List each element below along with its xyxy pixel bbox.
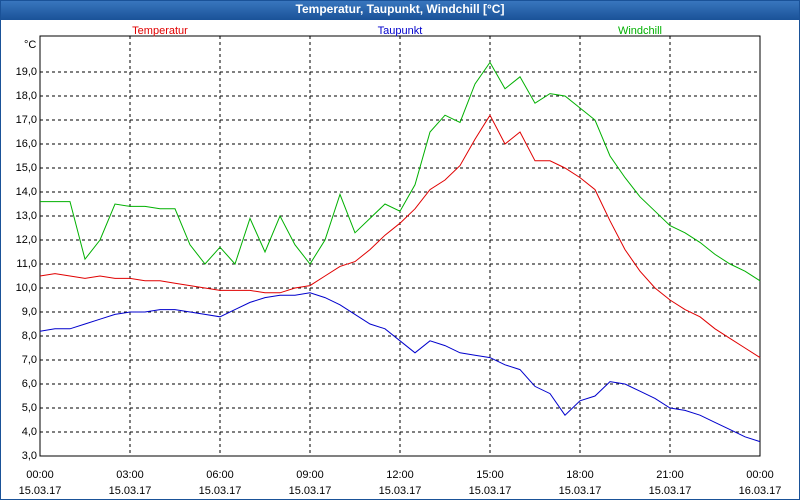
x-tick-label: 21:00 [656, 469, 684, 481]
plot-frame [39, 35, 761, 457]
y-tick-label: 5,0 [22, 402, 37, 414]
x-tick-label: 00:00 [746, 469, 774, 481]
legend-label: Temperatur [132, 25, 188, 37]
y-tick-label: 4,0 [22, 426, 37, 438]
x-tick-date: 16.03.17 [739, 485, 782, 497]
y-tick-label: 6,0 [22, 378, 37, 390]
chart-title: Temperatur, Taupunkt, Windchill [°C] [296, 2, 505, 16]
y-tick-label: 15,0 [16, 162, 37, 174]
y-tick-label: 7,0 [22, 354, 37, 366]
y-tick-label: 10,0 [16, 282, 37, 294]
x-tick-label: 12:00 [386, 469, 414, 481]
x-tick-date: 15.03.17 [379, 485, 422, 497]
y-tick-label: 19,0 [16, 66, 37, 78]
y-tick-label: 8,0 [22, 330, 37, 342]
y-tick-label: 3,0 [22, 450, 37, 462]
y-tick-label: 14,0 [16, 186, 37, 198]
x-tick-date: 15.03.17 [559, 485, 602, 497]
x-tick-label: 18:00 [566, 469, 594, 481]
legend-label: Taupunkt [378, 25, 423, 37]
y-tick-label: 18,0 [16, 90, 37, 102]
legend-label: Windchill [618, 25, 662, 37]
x-tick-label: 03:00 [116, 469, 144, 481]
y-tick-label: 17,0 [16, 114, 37, 126]
y-unit: °C [24, 39, 36, 51]
y-tick-label: 16,0 [16, 138, 37, 150]
y-tick-label: 12,0 [16, 234, 37, 246]
x-tick-label: 00:00 [26, 469, 54, 481]
series-line [40, 61, 761, 282]
series-line [39, 114, 761, 359]
y-tick-label: 13,0 [16, 210, 37, 222]
y-tick-label: 9,0 [22, 306, 37, 318]
x-tick-label: 06:00 [206, 469, 234, 481]
x-tick-date: 15.03.17 [289, 485, 332, 497]
x-tick-date: 15.03.17 [469, 485, 512, 497]
x-tick-date: 15.03.17 [199, 485, 242, 497]
x-tick-label: 09:00 [296, 469, 324, 481]
y-tick-label: 11,0 [16, 258, 37, 270]
series-line [39, 292, 761, 443]
x-tick-date: 15.03.17 [109, 485, 152, 497]
title-bar [0, 0, 800, 20]
x-tick-date: 15.03.17 [19, 485, 62, 497]
x-tick-label: 15:00 [476, 469, 504, 481]
x-tick-date: 15.03.17 [649, 485, 692, 497]
